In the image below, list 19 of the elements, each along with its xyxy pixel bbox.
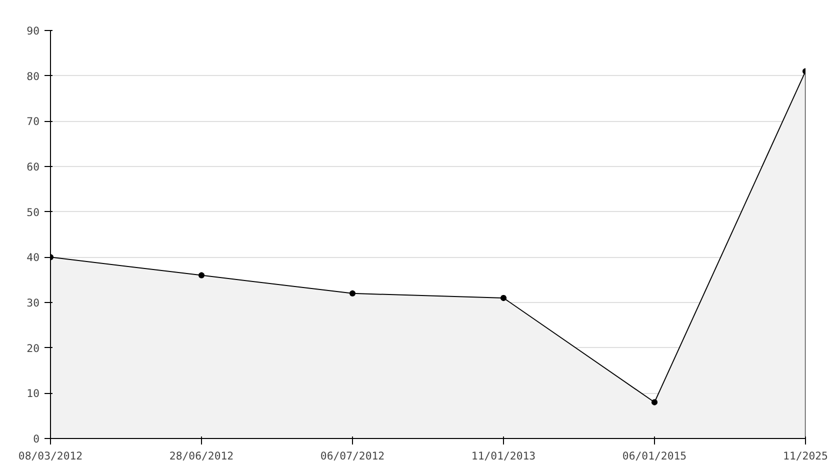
x-tick-label: 11/2025	[783, 450, 828, 462]
x-tick-label: 06/07/2012	[320, 450, 385, 462]
y-tick-label: 30	[26, 296, 40, 310]
x-tick-label: 11/01/2013	[471, 450, 536, 462]
y-tick-label: 10	[26, 387, 40, 400]
y-tick-label: 90	[26, 24, 40, 38]
point	[348, 289, 356, 298]
y-tick-label: 60	[26, 160, 40, 174]
x-tick-label: 28/06/2012	[169, 450, 234, 462]
x-tick-label: 06/01/2015	[622, 450, 687, 462]
y-tick-label: 50	[26, 206, 40, 219]
point	[198, 271, 206, 280]
y-tick-label: 0	[33, 432, 40, 446]
y-tick-label: 80	[26, 70, 40, 83]
y-tick-label: 20	[26, 342, 40, 355]
y-tick-label: 70	[26, 115, 40, 128]
y-tick-label: 40	[26, 251, 40, 264]
x-tick-label: 08/03/2012	[18, 450, 83, 462]
point	[650, 398, 658, 406]
